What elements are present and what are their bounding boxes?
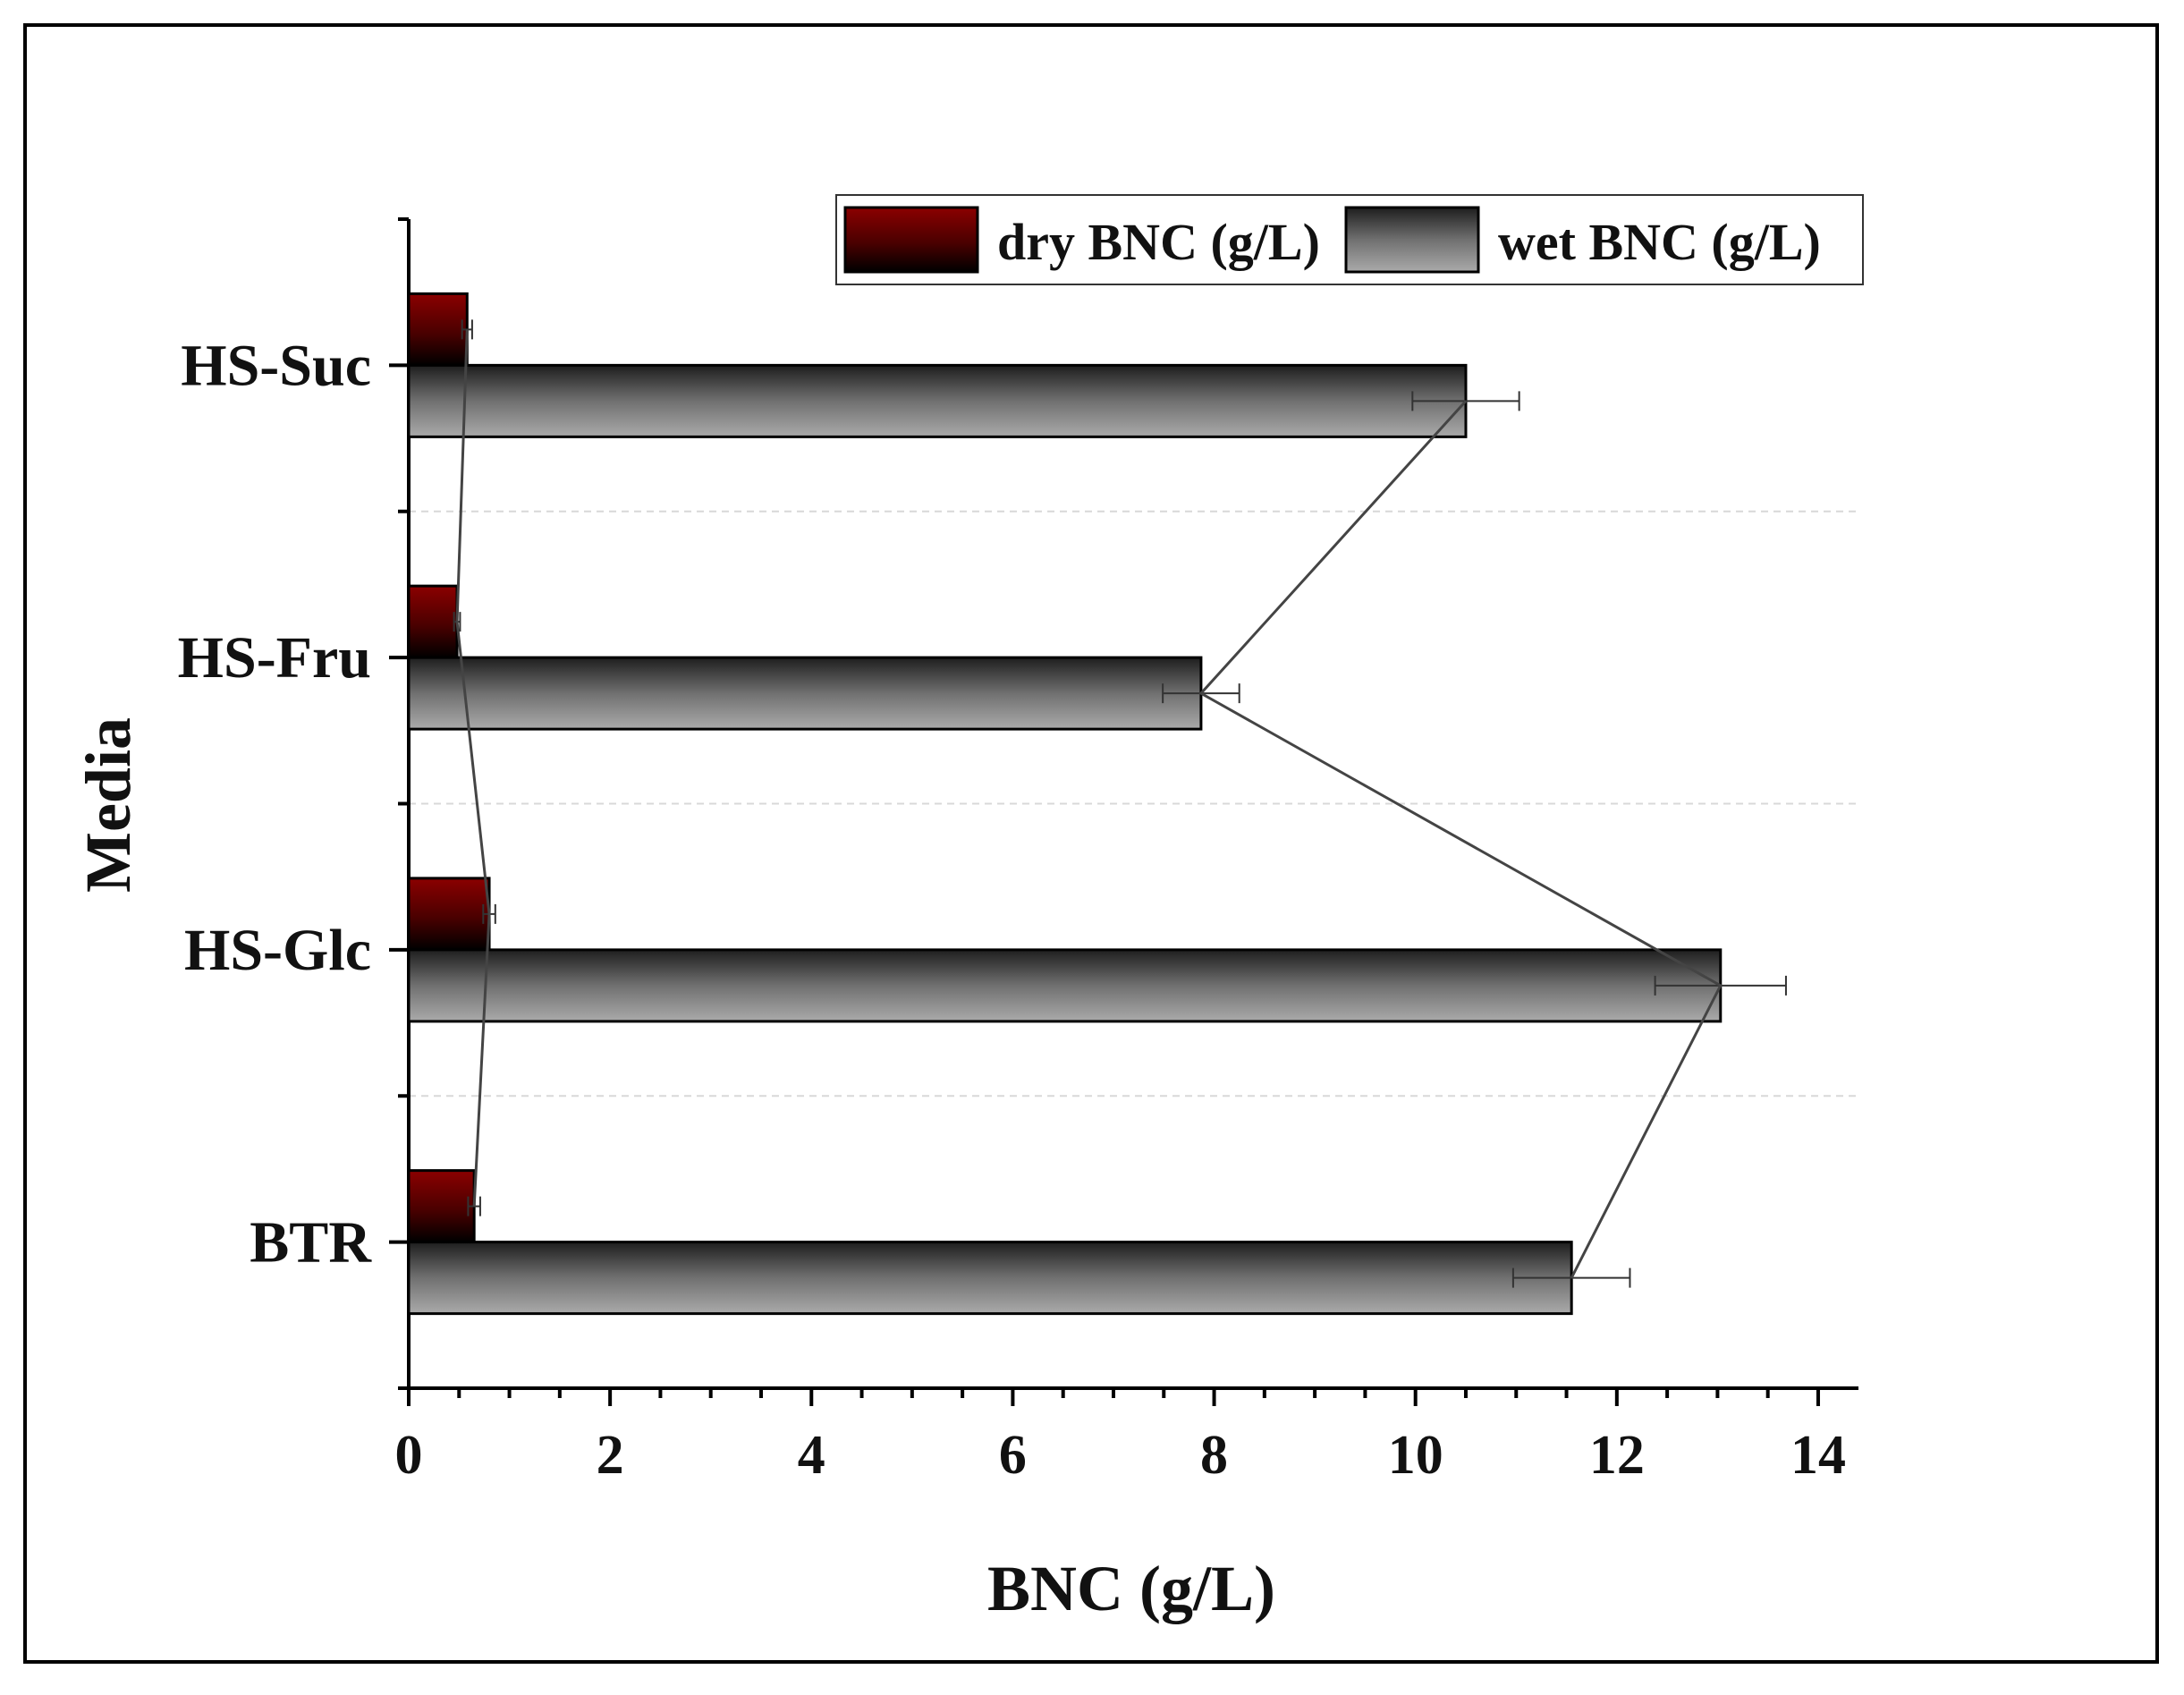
y-tick-label: HS-Fru	[178, 625, 371, 691]
connecting-lines	[455, 329, 1723, 1279]
y-tick-label: HS-Glc	[184, 918, 371, 983]
legend-label-dry: dry BNC (g/L)	[997, 213, 1320, 271]
wet-bar	[407, 1241, 1573, 1316]
x-tick-label: 4	[798, 1425, 825, 1486]
x-tick-label: 6	[999, 1425, 1027, 1486]
legend-swatch-dry	[843, 206, 979, 274]
wet-bar	[407, 363, 1468, 438]
dry-bar	[407, 877, 491, 952]
legend: dry BNC (g/L) wet BNC (g/L)	[835, 194, 1864, 285]
legend-swatch-wet	[1344, 206, 1480, 274]
x-tick-label: 14	[1790, 1425, 1846, 1486]
wet-bar	[407, 948, 1723, 1023]
y-axis-title: Media	[72, 717, 144, 893]
bars	[407, 292, 1723, 1316]
x-tick-label: 8	[1200, 1425, 1228, 1486]
grid-lines	[409, 510, 1858, 1098]
y-tick-label: BTR	[250, 1210, 372, 1275]
tick-labels: BTR HS-Glc HS-Fru HS-Suc 0 2 4 6 8 10 12 14	[178, 333, 1846, 1486]
y-tick-label: HS-Suc	[181, 333, 371, 398]
wet-bar	[407, 656, 1203, 731]
x-axis-title: BNC (g/L)	[987, 1553, 1275, 1624]
dry-bar	[407, 1169, 476, 1244]
x-tick-label: 10	[1388, 1425, 1443, 1486]
dry-bar	[407, 292, 469, 367]
x-tick-label: 2	[597, 1425, 624, 1486]
wet-trend-line	[1198, 400, 1723, 1279]
dry-bar	[407, 584, 459, 659]
x-tick-label: 0	[395, 1425, 423, 1486]
figure-frame	[23, 23, 2159, 1664]
legend-label-wet: wet BNC (g/L)	[1498, 213, 1821, 271]
dry-trend-line	[455, 329, 491, 1207]
x-tick-label: 12	[1589, 1425, 1645, 1486]
